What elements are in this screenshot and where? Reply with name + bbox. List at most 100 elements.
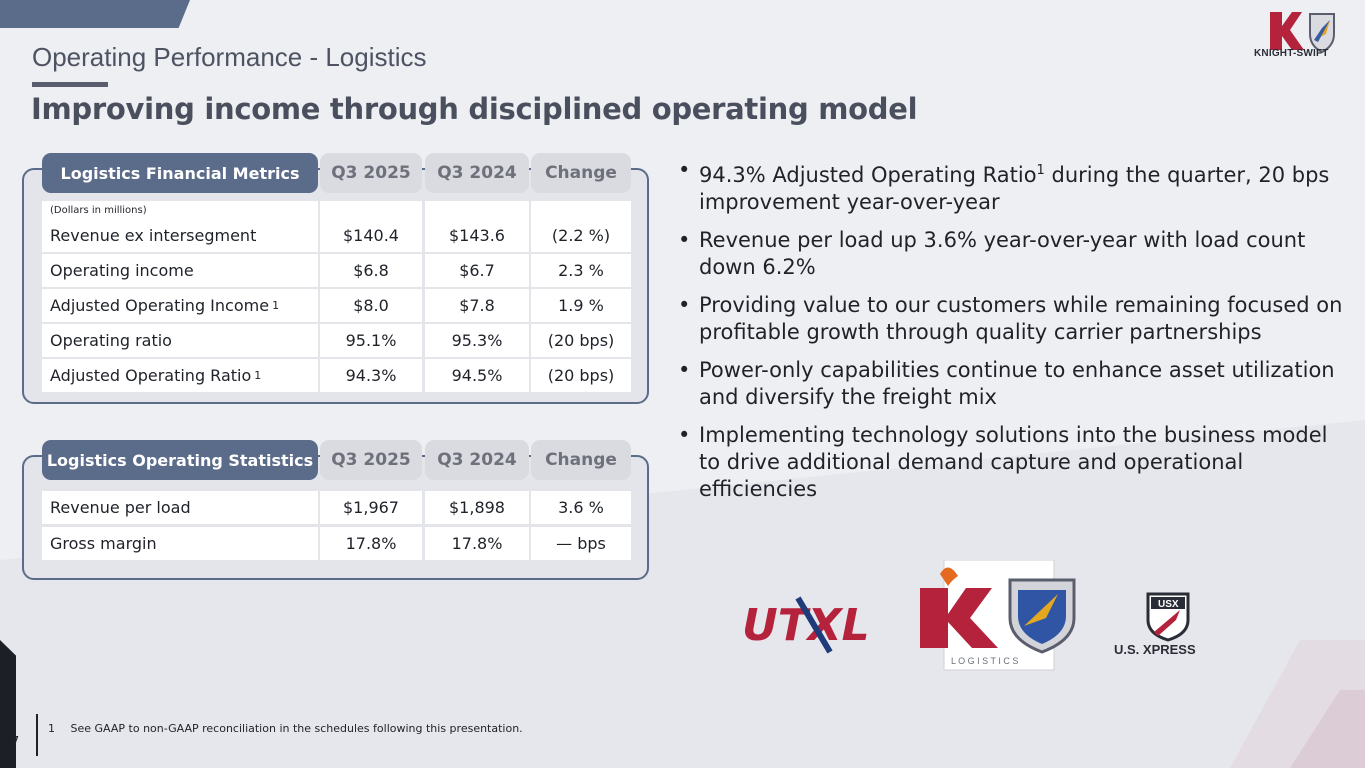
usx-logo-text: U.S. XPRESS bbox=[1114, 642, 1196, 657]
financial-cell-q3_2025: $6.8 bbox=[353, 261, 389, 280]
bullet-item: • Providing value to our customers while … bbox=[678, 292, 1348, 346]
bullet-text: Providing value to our customers while r… bbox=[699, 292, 1348, 346]
financial-row-value: 94.5% bbox=[425, 359, 529, 392]
financial-col-change: Change bbox=[531, 153, 631, 193]
stats-cell-q3_2025: $1,967 bbox=[343, 498, 399, 517]
financial-cell-q3_2025: 95.1% bbox=[345, 331, 397, 350]
financial-cell-q3_2025: 94.3% bbox=[345, 366, 397, 385]
financial-cell-change: (20 bps) bbox=[547, 366, 615, 385]
page-number: 7 bbox=[11, 735, 20, 750]
bullet-item: • Revenue per load up 3.6% year-over-year… bbox=[678, 227, 1348, 281]
footnote-number: 1 bbox=[48, 722, 55, 735]
bullet-marker: • bbox=[678, 293, 691, 317]
financial-cell-change: (20 bps) bbox=[547, 331, 615, 350]
bullet-text-main: Revenue per load up 3.6% year-over-year … bbox=[699, 228, 1306, 279]
stats-table-title: Logistics Operating Statistics bbox=[42, 440, 318, 480]
financial-row-value: (2.2 %) bbox=[531, 201, 631, 252]
stats-col-q3-2024: Q3 2024 bbox=[425, 440, 529, 480]
bullet-item: • Power-only capabilities continue to enh… bbox=[678, 357, 1348, 411]
stats-cell-change: — bps bbox=[556, 534, 606, 553]
financial-cell-q3_2025: $140.4 bbox=[343, 226, 399, 245]
knight-logistics-logo: L O G I S T I C S bbox=[920, 560, 1076, 671]
title-underline bbox=[32, 82, 108, 87]
footnote-text: See GAAP to non-GAAP reconciliation in t… bbox=[70, 722, 523, 735]
stats-cell-change: 3.6 % bbox=[558, 498, 604, 517]
bullet-item: • 94.3% Adjusted Operating Ratio1 during … bbox=[678, 157, 1348, 216]
stats-col-q3-2025: Q3 2025 bbox=[320, 440, 422, 480]
financial-row-value: 2.3 % bbox=[531, 254, 631, 287]
stats-row-value: — bps bbox=[531, 527, 631, 560]
financial-cell-q3_2025: $8.0 bbox=[353, 296, 389, 315]
page-title: Operating Performance - Logistics bbox=[32, 42, 427, 72]
financial-row-label: Adjusted Operating Income 1 bbox=[42, 289, 318, 322]
bullet-text-rest: during the quarter, 20 bps improvement y… bbox=[699, 163, 1330, 214]
financial-col-q3-2024: Q3 2024 bbox=[425, 153, 529, 193]
footer-divider bbox=[36, 714, 38, 756]
utxl-logo: UTXL bbox=[742, 596, 870, 654]
footnote-marker: 1 bbox=[1036, 163, 1045, 178]
stats-row-value: 17.8% bbox=[425, 527, 529, 560]
bullet-text-main: Providing value to our customers while r… bbox=[699, 293, 1343, 344]
stats-row-value: 17.8% bbox=[320, 527, 422, 560]
stats-row-value: 3.6 % bbox=[531, 491, 631, 524]
financial-row-value: (20 bps) bbox=[531, 359, 631, 392]
knight-swift-logo bbox=[1270, 12, 1335, 54]
financial-cell-q3_2024: $6.7 bbox=[459, 261, 495, 280]
financial-cell-change: (2.2 %) bbox=[551, 226, 611, 245]
financial-cell-change: 2.3 % bbox=[558, 261, 604, 280]
stats-cell-label: Revenue per load bbox=[50, 498, 191, 517]
key-points-list: • 94.3% Adjusted Operating Ratio1 during … bbox=[678, 157, 1348, 514]
financial-row-value: 95.1% bbox=[320, 324, 422, 357]
stats-cell-q3_2025: 17.8% bbox=[345, 534, 397, 553]
knight-swift-logo-text: KNIGHT-SWIFT bbox=[1254, 48, 1329, 59]
units-note: (Dollars in millions) bbox=[50, 205, 147, 216]
financial-row-value: (20 bps) bbox=[531, 324, 631, 357]
left-accent-shape bbox=[0, 640, 16, 768]
financial-row-value: 95.3% bbox=[425, 324, 529, 357]
financial-cell-label: Adjusted Operating Income bbox=[50, 296, 270, 315]
financial-col-q3-2025: Q3 2025 bbox=[320, 153, 422, 193]
bullet-text: Power-only capabilities continue to enha… bbox=[699, 357, 1348, 411]
bullet-text: Implementing technology solutions into t… bbox=[699, 422, 1348, 503]
stats-cell-q3_2024: 17.8% bbox=[451, 534, 503, 553]
bullet-text-main: 94.3% Adjusted Operating Ratio bbox=[699, 163, 1037, 187]
klogistics-logo-text: L O G I S T I C S bbox=[951, 656, 1018, 666]
financial-row-label: Operating ratio bbox=[42, 324, 318, 357]
financial-cell-label: Operating income bbox=[50, 261, 194, 280]
financial-row-value: 94.3% bbox=[320, 359, 422, 392]
financial-row-value: $8.0 bbox=[320, 289, 422, 322]
footnote-marker: 1 bbox=[272, 299, 280, 312]
bullet-item: • Implementing technology solutions into … bbox=[678, 422, 1348, 503]
financial-row-value: $6.7 bbox=[425, 254, 529, 287]
financial-cell-q3_2024: 95.3% bbox=[451, 331, 503, 350]
stats-col-change: Change bbox=[531, 440, 631, 480]
stats-row-value: $1,967 bbox=[320, 491, 422, 524]
financial-row-value: $6.8 bbox=[320, 254, 422, 287]
financial-table-title: Logistics Financial Metrics bbox=[42, 153, 318, 193]
stats-row-label: Revenue per load bbox=[42, 491, 318, 524]
financial-cell-label: Adjusted Operating Ratio bbox=[50, 366, 252, 385]
financial-cell-change: 1.9 % bbox=[558, 296, 604, 315]
bullet-marker: • bbox=[678, 358, 691, 382]
financial-cell-q3_2024: $7.8 bbox=[459, 296, 495, 315]
bullet-text-main: Power-only capabilities continue to enha… bbox=[699, 358, 1335, 409]
stats-cell-label: Gross margin bbox=[50, 534, 157, 553]
financial-cell-q3_2024: $143.6 bbox=[449, 226, 505, 245]
us-xpress-logo: USX U.S. XPRESS bbox=[1114, 592, 1196, 657]
bullet-text: 94.3% Adjusted Operating Ratio1 during t… bbox=[699, 157, 1348, 216]
financial-row-label: Operating income bbox=[42, 254, 318, 287]
bullet-marker: • bbox=[678, 423, 691, 447]
footnote: 1 See GAAP to non-GAAP reconciliation in… bbox=[48, 722, 523, 735]
financial-cell-q3_2024: 94.5% bbox=[451, 366, 503, 385]
stats-row-label: Gross margin bbox=[42, 527, 318, 560]
bullet-marker: • bbox=[678, 158, 691, 182]
usx-badge-text: USX bbox=[1158, 599, 1179, 610]
stats-row-value: $1,898 bbox=[425, 491, 529, 524]
page-subtitle: Improving income through disciplined ope… bbox=[31, 92, 918, 126]
financial-row-label: Adjusted Operating Ratio 1 bbox=[42, 359, 318, 392]
stats-cell-q3_2024: $1,898 bbox=[449, 498, 505, 517]
top-accent-bar bbox=[0, 0, 190, 28]
financial-row-label: Revenue ex intersegment (Dollars in milli… bbox=[42, 201, 318, 252]
financial-row-value: $7.8 bbox=[425, 289, 529, 322]
financial-row-value: $143.6 bbox=[425, 201, 529, 252]
